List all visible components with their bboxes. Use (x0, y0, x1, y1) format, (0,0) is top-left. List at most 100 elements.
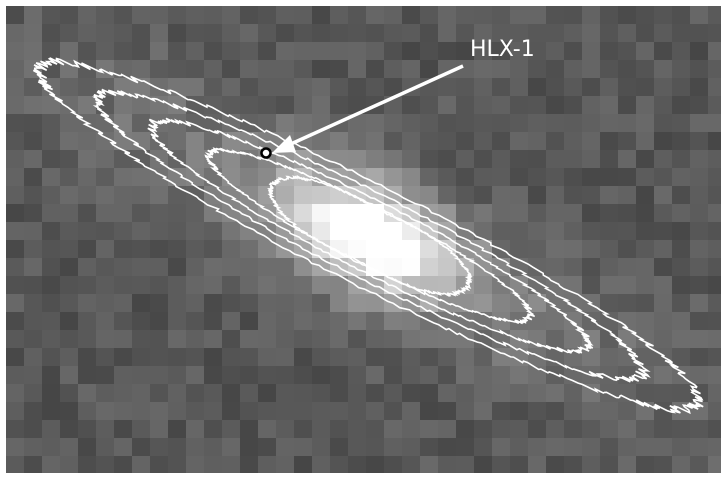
pixel (24, 132, 42, 150)
pixel (366, 24, 384, 42)
pixel (636, 186, 654, 204)
pixel (186, 6, 204, 24)
pixel (348, 366, 366, 384)
pixel (456, 438, 474, 456)
pixel (168, 438, 186, 456)
pixel (456, 6, 474, 24)
pixel (222, 438, 240, 456)
pixel (708, 348, 721, 366)
pixel (708, 150, 721, 168)
pixel (420, 438, 438, 456)
pixel (114, 276, 132, 294)
pixel (6, 168, 24, 186)
pixel (294, 366, 312, 384)
pixel (690, 258, 708, 276)
pixel (204, 420, 222, 438)
pixel (24, 222, 42, 240)
pixel (456, 186, 474, 204)
pixel (510, 186, 528, 204)
pixel (402, 330, 420, 348)
pixel (492, 366, 510, 384)
pixel (186, 60, 204, 78)
pixel (546, 150, 564, 168)
pixel (168, 222, 186, 240)
pixel (708, 114, 721, 132)
pixel (96, 438, 114, 456)
pixel (348, 24, 366, 42)
pixel (60, 240, 78, 258)
pixel (150, 240, 168, 258)
pixel (258, 438, 276, 456)
pixel (168, 276, 186, 294)
pixel (6, 78, 24, 96)
pixel (672, 420, 690, 438)
pixel (672, 60, 690, 78)
pixel (132, 294, 150, 312)
pixel (204, 384, 222, 402)
pixel (438, 132, 456, 150)
pixel (402, 42, 420, 60)
pixel (528, 384, 546, 402)
pixel (420, 114, 438, 132)
pixel (618, 24, 636, 42)
pixel (42, 204, 60, 222)
pixel (528, 240, 546, 258)
pixel (114, 42, 132, 60)
pixel (492, 456, 510, 473)
pixel (708, 438, 721, 456)
pixel (618, 96, 636, 114)
pixel (564, 258, 582, 276)
pixel (78, 258, 96, 276)
pixel (258, 42, 276, 60)
pixel (600, 294, 618, 312)
pixel (510, 456, 528, 473)
pixel (420, 132, 438, 150)
pixel (546, 258, 564, 276)
pixel (582, 186, 600, 204)
pixel (474, 78, 492, 96)
pixel (546, 384, 564, 402)
pixel (78, 384, 96, 402)
pixel (366, 384, 384, 402)
pixel (132, 24, 150, 42)
pixel (636, 204, 654, 222)
pixel (582, 456, 600, 473)
pixel (348, 348, 366, 366)
pixel (78, 24, 96, 42)
pixel (132, 204, 150, 222)
pixel (690, 204, 708, 222)
pixel (240, 276, 258, 294)
pixel (222, 6, 240, 24)
pixel (492, 114, 510, 132)
pixel (42, 456, 60, 473)
pixel (528, 60, 546, 78)
pixel (24, 6, 42, 24)
pixel (492, 222, 510, 240)
pixel (42, 312, 60, 330)
pixel (294, 24, 312, 42)
pixel (294, 330, 312, 348)
pixel (204, 78, 222, 96)
pixel (42, 438, 60, 456)
pixel (312, 24, 330, 42)
pixel (456, 114, 474, 132)
pixel (258, 366, 276, 384)
pixel (492, 6, 510, 24)
pixel (420, 402, 438, 420)
pixel (276, 96, 294, 114)
pixel (6, 204, 24, 222)
pixel (366, 312, 384, 330)
pixel (204, 294, 222, 312)
pixel (222, 456, 240, 473)
pixel (672, 258, 690, 276)
pixel (672, 114, 690, 132)
pixel (438, 150, 456, 168)
pixel (240, 258, 258, 276)
pixel (78, 6, 96, 24)
pixel (528, 150, 546, 168)
pixel (492, 186, 510, 204)
pixel (708, 78, 721, 96)
pixel (474, 438, 492, 456)
pixel (564, 330, 582, 348)
pixel (150, 456, 168, 473)
